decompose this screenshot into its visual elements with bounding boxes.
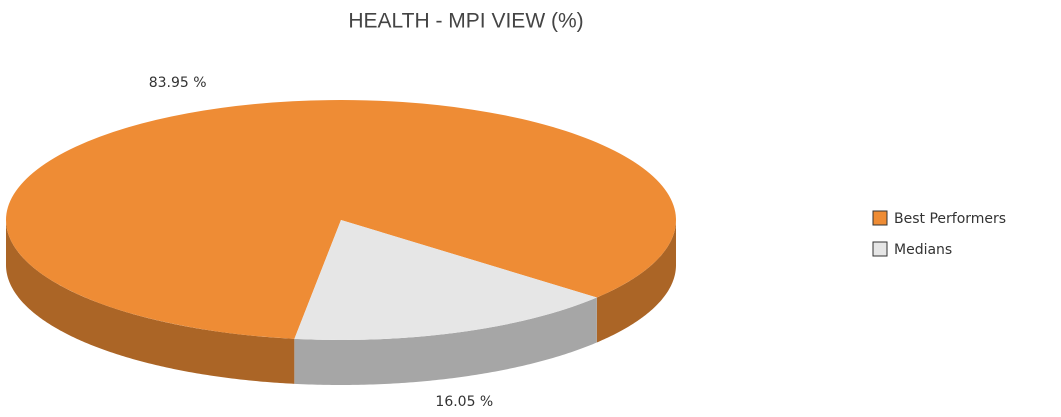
chart-title: HEALTH - MPI VIEW (%) bbox=[348, 10, 583, 33]
legend-label: Best Performers bbox=[894, 211, 1006, 227]
pie-side bbox=[596, 220, 676, 343]
legend-label: Medians bbox=[894, 242, 952, 258]
value-label: 16.05 % bbox=[435, 394, 493, 410]
pie-side bbox=[294, 297, 597, 385]
pie-slice bbox=[294, 220, 597, 340]
pie-side bbox=[6, 220, 295, 384]
pie-slice bbox=[6, 99, 677, 339]
value-label: 83.95 % bbox=[149, 75, 207, 91]
legend-swatch bbox=[872, 210, 888, 226]
legend-swatch bbox=[872, 241, 888, 257]
